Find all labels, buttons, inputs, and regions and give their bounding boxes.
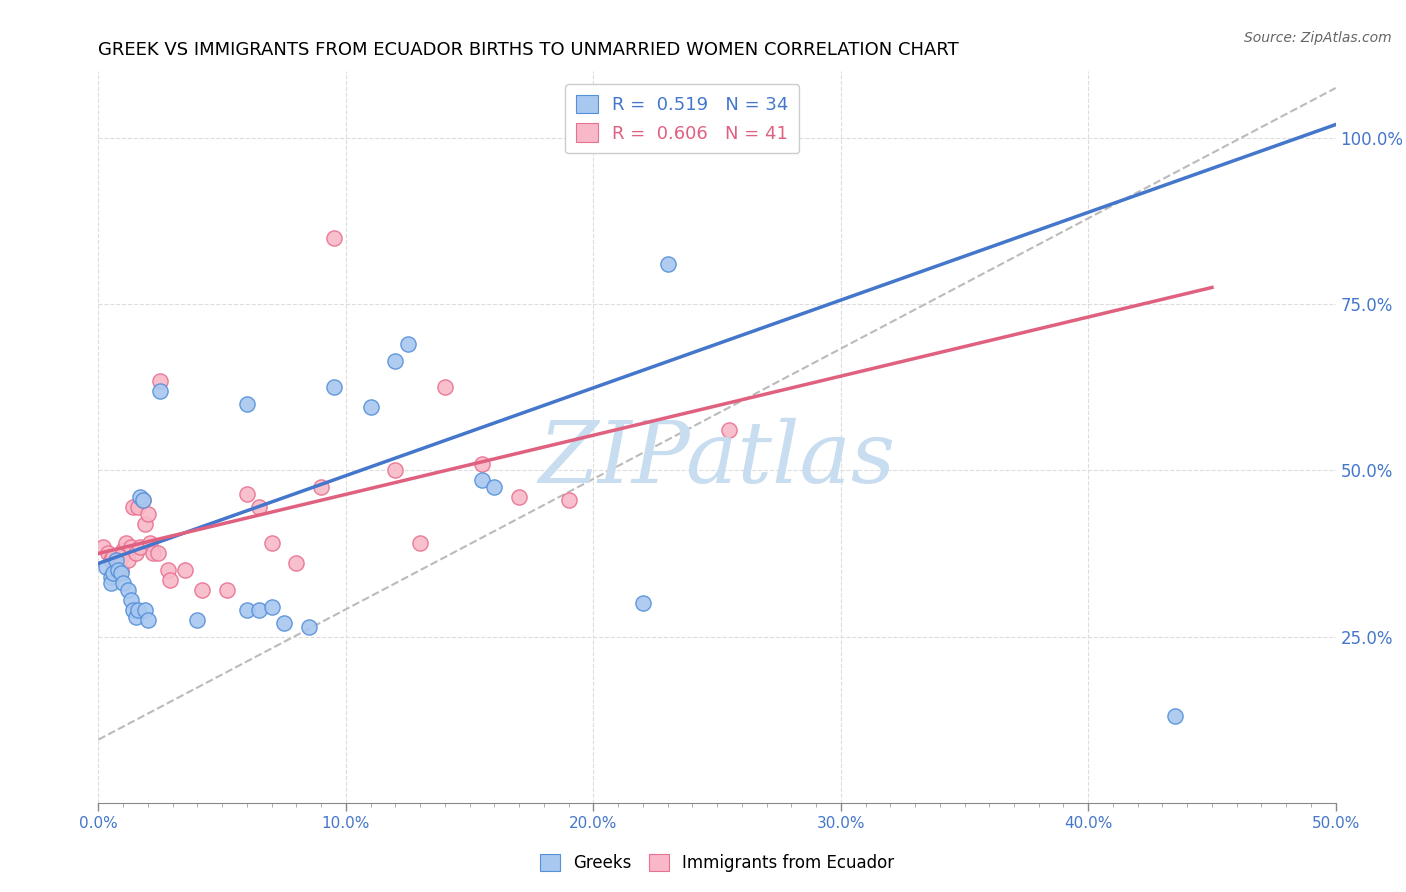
Legend: Greeks, Immigrants from Ecuador: Greeks, Immigrants from Ecuador [533,847,901,879]
Point [139,536,162,550]
Point [298,619,321,633]
Text: ZIPatlas: ZIPatlas [538,417,896,500]
Point [260,536,283,550]
Point [322,230,344,244]
Point [236,486,259,500]
Point [104,553,127,567]
Point [142,546,165,560]
Point [285,557,308,571]
Point [129,540,152,554]
Point [120,540,142,554]
Point [134,516,156,531]
Point [114,536,136,550]
Point [117,582,139,597]
Point [100,553,122,567]
Point [260,599,283,614]
Point [149,384,172,398]
Point [127,603,149,617]
Point [631,596,654,610]
Point [322,380,344,394]
Point [471,457,494,471]
Point [117,553,139,567]
Point [433,380,456,394]
Point [93,540,115,554]
Point [273,616,295,631]
Point [396,337,419,351]
Point [100,570,122,584]
Text: GREEK VS IMMIGRANTS FROM ECUADOR BIRTHS TO UNMARRIED WOMEN CORRELATION CHART: GREEK VS IMMIGRANTS FROM ECUADOR BIRTHS … [98,41,959,59]
Point [100,576,122,591]
Point [484,480,506,494]
Point [104,557,127,571]
Point [110,549,132,564]
Point [471,473,494,487]
Point [124,609,146,624]
Point [217,582,239,597]
Point [127,500,149,514]
Point [122,603,145,617]
Point [136,507,159,521]
Text: Source: ZipAtlas.com: Source: ZipAtlas.com [1244,31,1392,45]
Point [120,593,142,607]
Point [107,563,129,577]
Point [107,559,129,574]
Point [718,424,741,438]
Y-axis label: Births to Unmarried Women: Births to Unmarried Women [0,330,7,544]
Point [110,566,132,581]
Point [103,566,125,581]
Point [132,493,155,508]
Point [186,613,208,627]
Point [508,490,530,504]
Point [236,603,259,617]
Point [1164,709,1187,723]
Point [149,374,172,388]
Point [129,490,152,504]
Point [136,613,159,627]
Point [112,543,135,558]
Point [360,400,382,414]
Point [247,603,270,617]
Point [384,463,406,477]
Point [132,493,155,508]
Point [97,546,120,560]
Point [94,559,117,574]
Point [156,563,179,577]
Point [134,603,156,617]
Point [103,549,125,564]
Point [309,480,332,494]
Point [236,397,259,411]
Point [557,493,579,508]
Point [657,257,679,271]
Point [124,546,146,560]
Point [146,546,169,560]
Point [247,500,270,514]
Point [110,563,132,577]
Point [112,576,135,591]
Point [122,500,145,514]
Point [174,563,197,577]
Point [409,536,432,550]
Point [159,573,181,587]
Point [191,582,214,597]
Point [384,353,406,368]
